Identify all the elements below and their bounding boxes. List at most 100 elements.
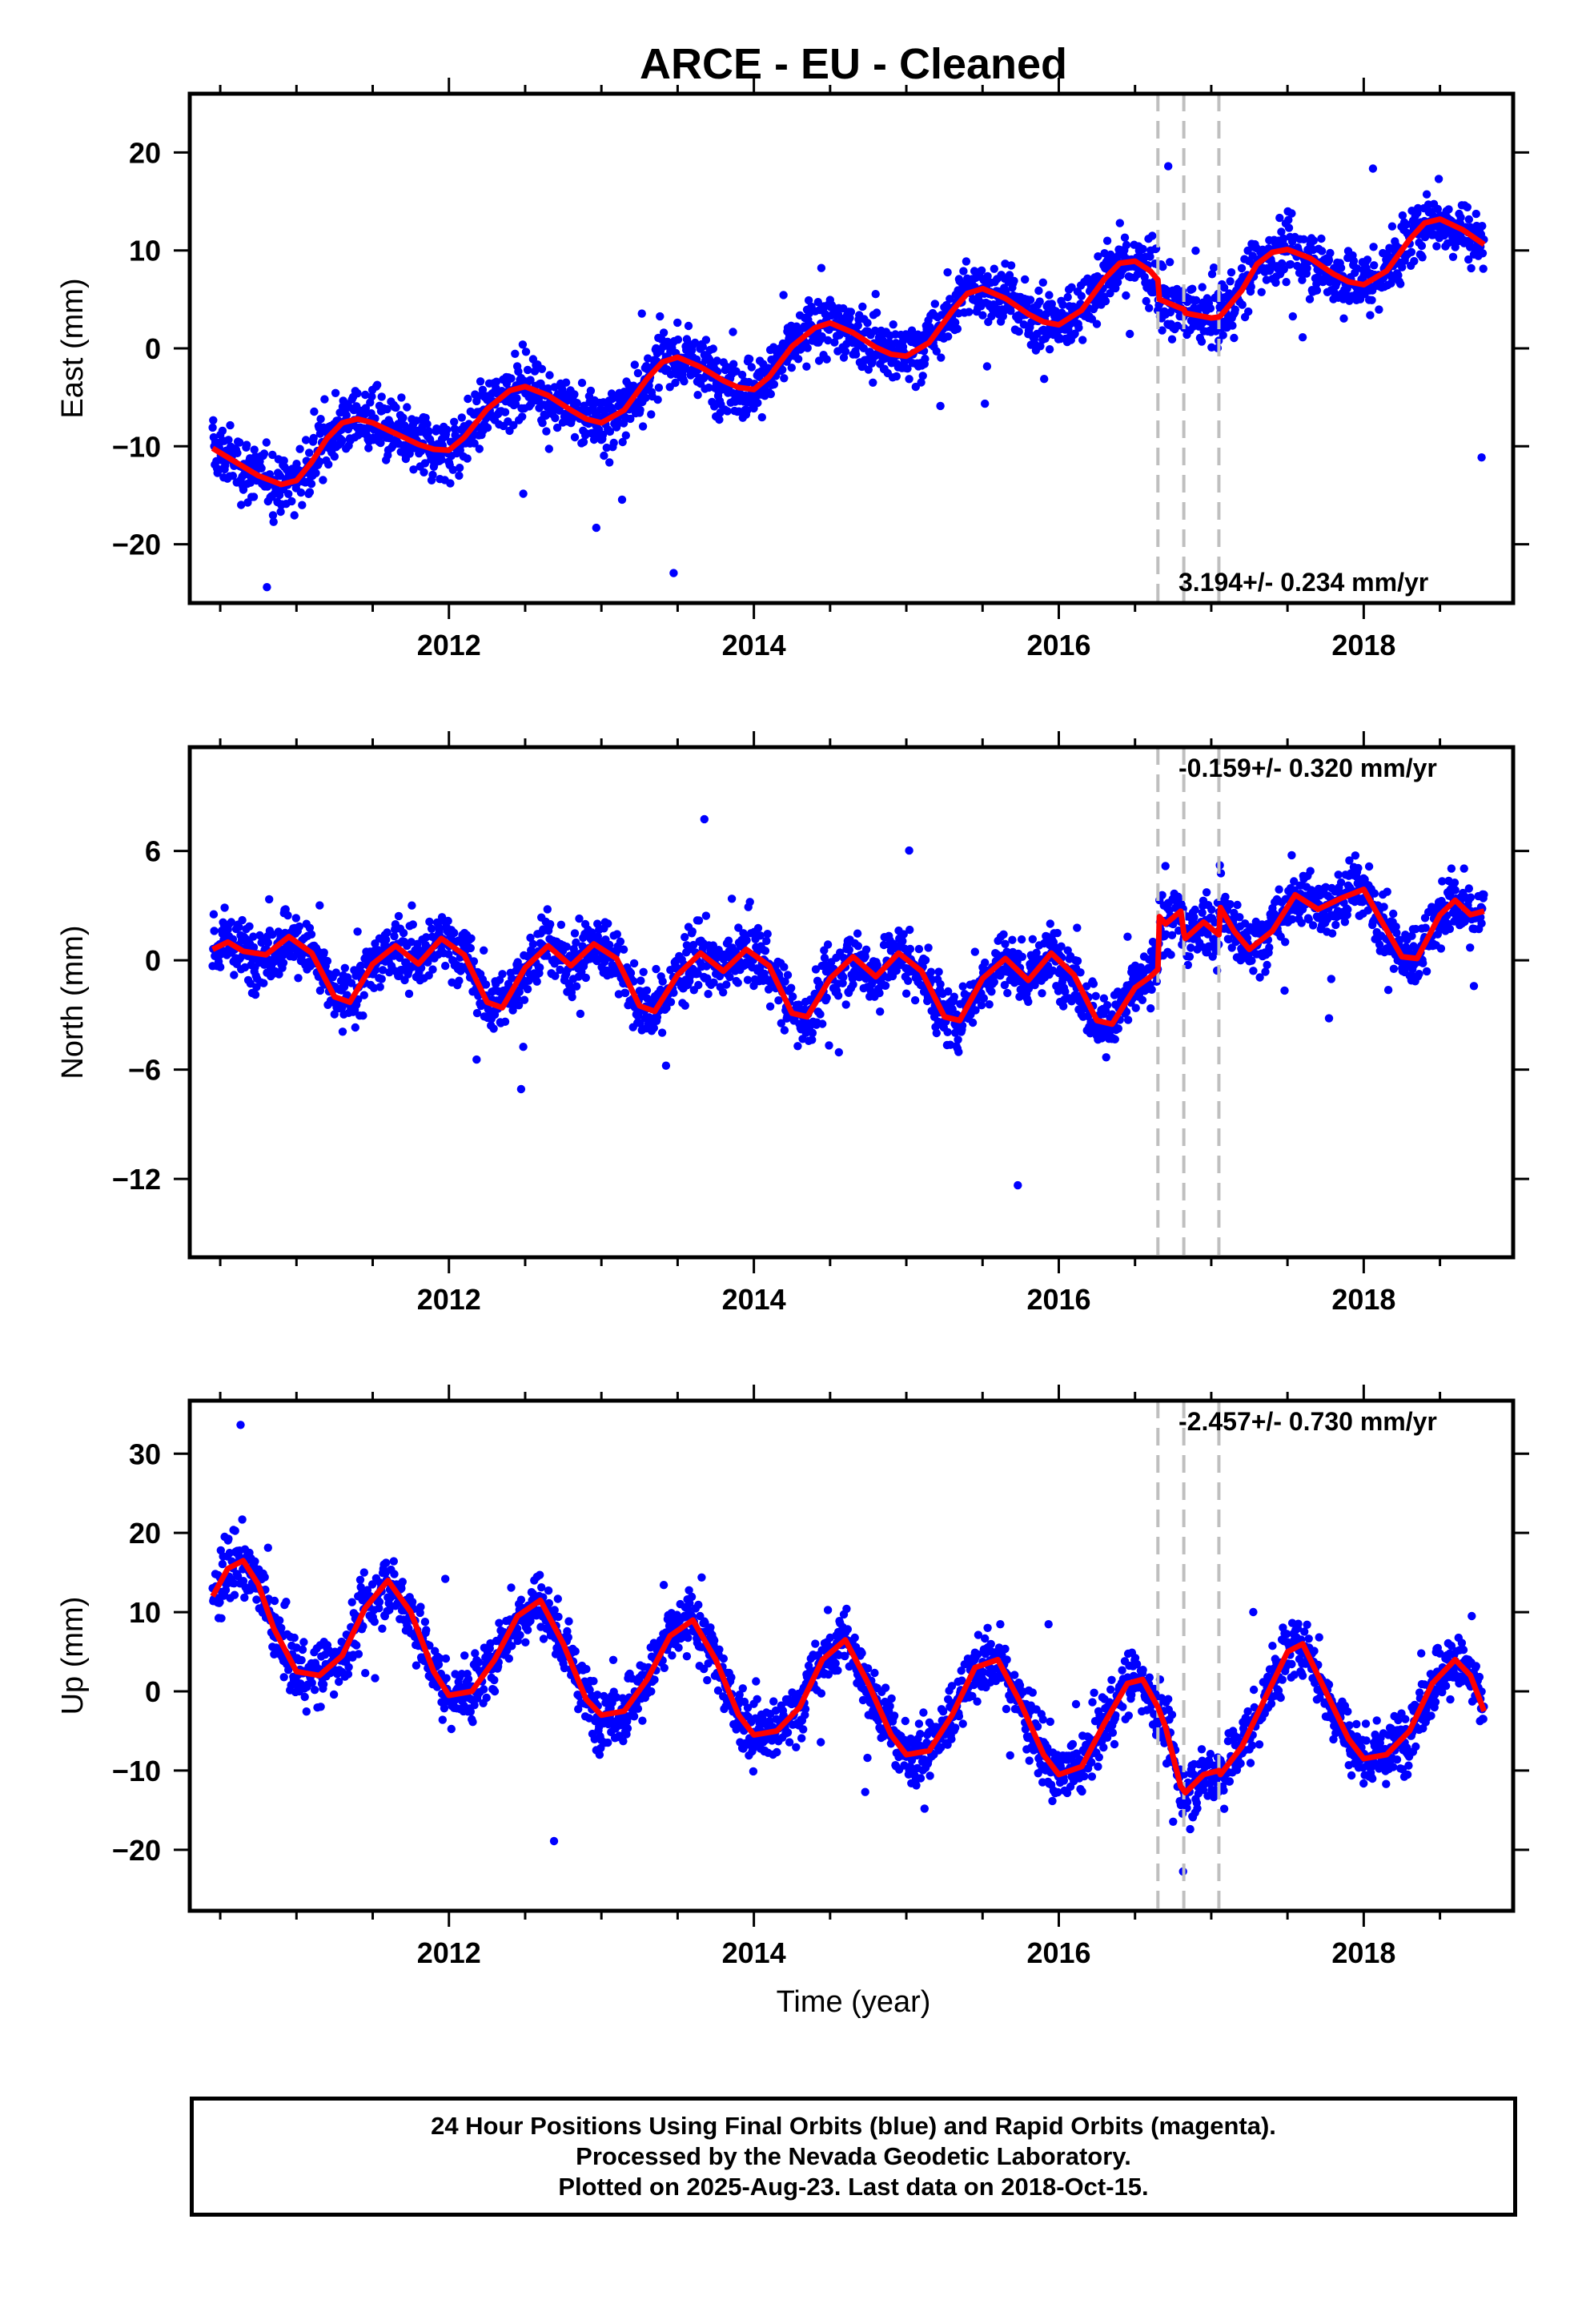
data-point [300, 1692, 309, 1702]
data-point [1142, 296, 1150, 306]
data-point [1279, 234, 1288, 243]
data-point [885, 338, 894, 347]
data-point [1228, 321, 1237, 330]
data-point [1227, 267, 1236, 277]
data-point [1198, 283, 1207, 292]
data-point [1349, 256, 1359, 266]
data-point [817, 332, 826, 341]
data-point [904, 976, 913, 986]
data-point [1275, 213, 1284, 223]
y-tick-label: −12 [112, 1163, 161, 1196]
data-point [1001, 939, 1010, 949]
data-point [310, 407, 319, 416]
data-point [277, 1623, 286, 1633]
data-point [851, 350, 861, 359]
data-point [729, 360, 738, 368]
data-point [853, 321, 863, 330]
data-point [1038, 278, 1048, 287]
data-point [659, 328, 669, 337]
data-point [1123, 932, 1132, 941]
data-point [1003, 988, 1012, 998]
data-point [528, 939, 538, 949]
figure-title: ARCE - EU - Cleaned [640, 40, 1067, 88]
data-point [408, 920, 417, 929]
data-point [889, 320, 897, 329]
data-point [1417, 241, 1427, 251]
data-point [823, 336, 833, 345]
data-point [1115, 219, 1125, 227]
data-point [1343, 905, 1352, 914]
data-point [444, 950, 453, 959]
data-point [1173, 321, 1182, 330]
data-point [1379, 903, 1388, 911]
data-point [556, 965, 564, 975]
data-point [353, 927, 362, 936]
data-point [1336, 878, 1346, 887]
data-point [875, 988, 884, 998]
data-point [787, 983, 796, 992]
data-point [638, 422, 648, 431]
data-point [489, 1024, 498, 1033]
data-point [1148, 231, 1157, 240]
y-tick-label: 6 [145, 835, 161, 868]
y-tick-label: −6 [128, 1054, 161, 1087]
data-point [1028, 935, 1038, 944]
data-point [252, 1595, 261, 1604]
data-point [715, 415, 724, 424]
data-point [424, 958, 432, 967]
data-point [1419, 959, 1427, 967]
data-point [1394, 271, 1403, 279]
data-point [378, 966, 387, 975]
data-point [774, 996, 783, 1005]
data-point [1209, 263, 1219, 272]
data-point [532, 977, 541, 986]
data-point [290, 511, 299, 520]
data-point [305, 923, 315, 933]
data-point [397, 393, 406, 402]
data-point [1058, 300, 1067, 309]
data-point [249, 493, 259, 501]
data-point [1345, 856, 1354, 865]
rate-annotation: -0.159+/- 0.320 mm/yr [1178, 754, 1437, 782]
data-point [1367, 296, 1376, 304]
data-point [742, 935, 751, 945]
data-point [1450, 879, 1460, 887]
data-point [1067, 283, 1076, 292]
data-point [1327, 929, 1337, 938]
data-point [1451, 886, 1460, 895]
data-point [1327, 975, 1336, 983]
data-point [626, 968, 636, 978]
data-point [1363, 906, 1372, 915]
data-point [420, 468, 428, 476]
data-point [756, 931, 765, 940]
data-point [1230, 333, 1239, 343]
data-point [319, 476, 327, 485]
data-point [612, 930, 621, 939]
data-point [287, 497, 296, 506]
data-points [208, 1421, 1488, 1876]
data-point [1395, 935, 1404, 944]
data-point [1207, 270, 1217, 279]
data-point [512, 394, 521, 403]
data-point [1447, 864, 1456, 873]
data-point [633, 368, 643, 378]
data-point [1070, 329, 1079, 338]
data-point [347, 979, 356, 987]
data-point [1282, 278, 1291, 287]
data-point [1277, 227, 1286, 236]
data-point [443, 425, 452, 434]
data-point [762, 936, 771, 946]
data-point [905, 846, 913, 855]
data-point [251, 990, 260, 999]
data-point [1387, 222, 1397, 231]
data-point [1203, 930, 1212, 939]
data-point [464, 394, 472, 404]
data-point [881, 981, 890, 991]
data-point [1407, 931, 1416, 940]
data-point [1219, 331, 1227, 340]
data-point [1091, 991, 1100, 1001]
data-point [521, 348, 531, 356]
data-point [598, 430, 608, 440]
x-tick-label: 2016 [1026, 1283, 1090, 1316]
